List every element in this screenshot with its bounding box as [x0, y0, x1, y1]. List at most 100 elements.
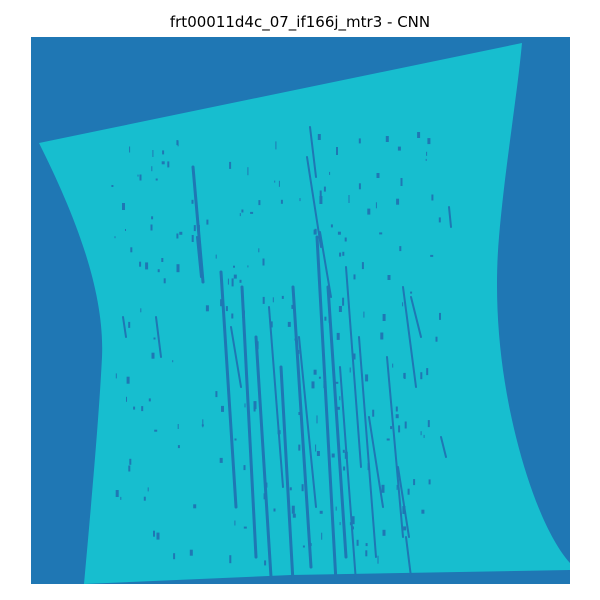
- speckle: [403, 372, 406, 379]
- speckle: [342, 449, 345, 453]
- speckle: [151, 216, 154, 220]
- speckle: [435, 336, 438, 342]
- speckle: [128, 321, 131, 328]
- speckle: [139, 261, 142, 267]
- speckle: [335, 506, 337, 511]
- speckle: [231, 313, 234, 319]
- speckle: [129, 458, 132, 465]
- speckle: [242, 310, 245, 318]
- speckle: [227, 278, 229, 285]
- streak-line: [268, 306, 284, 488]
- speckle: [167, 161, 170, 168]
- streak-line: [230, 326, 242, 388]
- speckle: [153, 530, 155, 537]
- speckle: [125, 229, 126, 231]
- speckle: [281, 295, 284, 299]
- speckle: [395, 406, 398, 412]
- speckle: [427, 420, 430, 428]
- speckle: [264, 560, 267, 566]
- speckle: [291, 505, 295, 514]
- speckle: [316, 415, 318, 424]
- speckle: [275, 141, 277, 150]
- speckle: [296, 350, 300, 354]
- speckle: [351, 516, 355, 525]
- speckle: [425, 158, 427, 161]
- speckle: [287, 321, 291, 327]
- streak-line: [298, 336, 317, 508]
- speckle: [342, 297, 345, 306]
- speckle: [356, 539, 359, 546]
- streak-line: [291, 285, 313, 569]
- speckle: [229, 555, 232, 564]
- speckle: [403, 373, 405, 378]
- speckle: [328, 315, 330, 323]
- foreground-region: [39, 43, 570, 584]
- speckle: [339, 396, 341, 401]
- speckle: [128, 465, 131, 472]
- speckle: [176, 233, 179, 239]
- streak-line: [196, 236, 202, 278]
- speckle: [156, 532, 160, 540]
- speckle: [331, 453, 335, 458]
- speckle: [140, 308, 142, 313]
- speckle: [319, 196, 323, 204]
- speckle: [115, 490, 119, 497]
- speckle: [420, 372, 423, 380]
- speckle: [129, 146, 131, 153]
- speckle: [244, 403, 246, 408]
- speckle: [148, 398, 151, 402]
- speckle: [438, 217, 441, 223]
- speckle: [353, 274, 356, 280]
- speckle: [426, 151, 428, 156]
- streak-line: [440, 436, 447, 458]
- speckle: [351, 526, 354, 530]
- speckle: [381, 484, 385, 493]
- speckle: [311, 381, 315, 389]
- speckle: [375, 202, 377, 209]
- speckle: [318, 376, 321, 379]
- speckle: [143, 496, 146, 501]
- speckle: [310, 543, 312, 547]
- speckle: [154, 429, 158, 432]
- streak-line: [410, 296, 422, 338]
- speckle: [428, 479, 431, 485]
- speckle: [278, 180, 280, 187]
- speckle: [380, 332, 384, 340]
- speckle: [323, 381, 327, 389]
- speckle: [348, 195, 350, 203]
- speckle: [299, 198, 301, 202]
- speckle: [145, 262, 149, 270]
- speckle: [193, 225, 196, 232]
- speckle: [221, 405, 224, 412]
- speckle: [130, 247, 133, 253]
- streak-line: [309, 126, 317, 178]
- speckle: [162, 150, 165, 155]
- speckle: [358, 138, 361, 144]
- speckle: [298, 444, 301, 451]
- speckle: [161, 161, 165, 165]
- streak-line: [448, 206, 452, 228]
- speckle: [198, 225, 200, 230]
- streak-line: [345, 266, 362, 468]
- speckle: [243, 526, 247, 529]
- speckle: [372, 409, 375, 417]
- speckle: [234, 438, 237, 441]
- speckle: [382, 529, 386, 536]
- speckle: [122, 203, 125, 210]
- speckle: [427, 138, 431, 145]
- speckle: [272, 297, 274, 303]
- streak-line: [358, 336, 377, 558]
- speckle: [225, 306, 228, 312]
- speckle: [330, 224, 333, 228]
- speckle: [247, 265, 249, 268]
- speckle: [413, 479, 416, 486]
- speckle: [274, 180, 276, 183]
- speckle: [120, 496, 122, 500]
- speckle: [265, 482, 268, 488]
- streak-line: [219, 270, 238, 509]
- speckle: [239, 279, 242, 283]
- speckle: [111, 185, 114, 187]
- speckle: [139, 174, 142, 181]
- speckle: [189, 549, 193, 556]
- speckle: [343, 466, 346, 471]
